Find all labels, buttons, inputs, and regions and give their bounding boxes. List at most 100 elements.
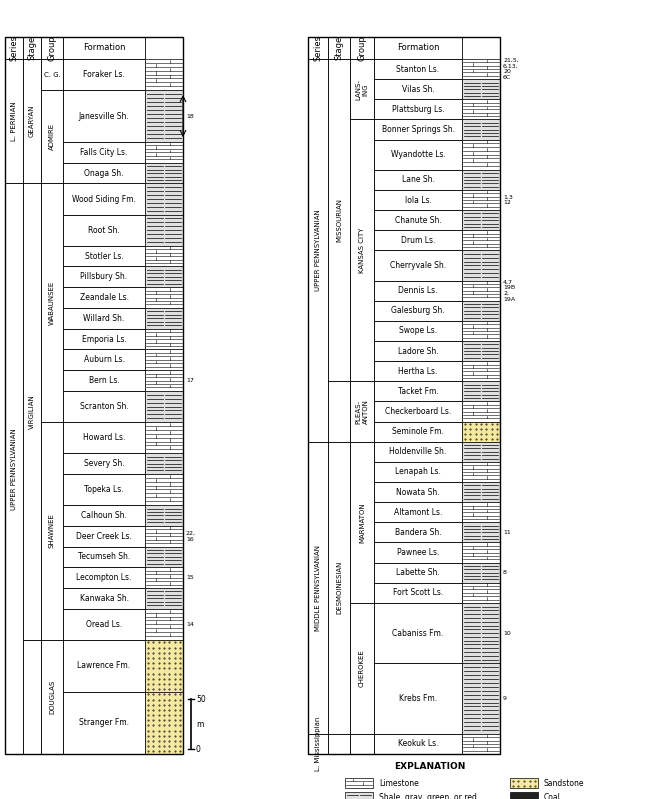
Bar — [308, 442, 328, 733]
Text: Calhoun Sh.: Calhoun Sh. — [81, 511, 127, 520]
Text: Lane Sh.: Lane Sh. — [402, 175, 434, 185]
Bar — [462, 79, 500, 99]
Text: Checkerboard Ls.: Checkerboard Ls. — [385, 407, 451, 416]
Bar — [63, 588, 145, 609]
Text: Limestone: Limestone — [379, 778, 419, 788]
Bar — [462, 582, 500, 603]
Bar — [462, 59, 500, 79]
Bar — [328, 37, 350, 59]
Text: Nowata Sh.: Nowata Sh. — [396, 487, 440, 497]
Text: Emporia Ls.: Emporia Ls. — [81, 335, 127, 344]
Bar — [145, 90, 183, 142]
Text: Formation: Formation — [396, 43, 439, 53]
Bar — [63, 246, 145, 266]
Text: Tacket Fm.: Tacket Fm. — [398, 387, 438, 396]
Text: VIRGILIAN: VIRGILIAN — [29, 395, 35, 429]
Bar — [145, 453, 183, 474]
Bar — [374, 442, 462, 462]
Bar — [345, 792, 373, 799]
Bar — [145, 422, 183, 453]
Bar — [462, 733, 500, 754]
Bar — [374, 401, 462, 422]
Bar — [462, 170, 500, 190]
Text: MIDDLE PENNSYLVANIAN: MIDDLE PENNSYLVANIAN — [315, 545, 321, 630]
Bar — [63, 266, 145, 287]
Bar — [5, 184, 23, 754]
Text: Deer Creek Ls.: Deer Creek Ls. — [76, 531, 132, 541]
Bar — [41, 640, 63, 754]
Bar — [63, 287, 145, 308]
Text: Lecompton Ls.: Lecompton Ls. — [76, 573, 132, 582]
Text: EXPLANATION: EXPLANATION — [395, 762, 465, 771]
Bar — [145, 567, 183, 588]
Text: Ladore Sh.: Ladore Sh. — [398, 347, 438, 356]
Text: Seminole Fm.: Seminole Fm. — [392, 427, 444, 436]
Text: Willard Sh.: Willard Sh. — [83, 314, 125, 323]
Text: Fort Scott Ls.: Fort Scott Ls. — [393, 588, 443, 598]
Bar — [374, 603, 462, 663]
Bar — [462, 503, 500, 523]
Bar — [350, 442, 374, 603]
Text: L. Mississippian: L. Mississippian — [315, 717, 321, 771]
Bar — [63, 526, 145, 547]
Text: Formation: Formation — [83, 43, 125, 53]
Bar — [350, 37, 374, 59]
Bar — [145, 526, 183, 547]
Bar — [374, 99, 462, 119]
Text: SHAWNEE: SHAWNEE — [49, 514, 55, 548]
Text: 9: 9 — [503, 696, 507, 701]
Bar — [63, 308, 145, 328]
Bar — [41, 422, 63, 640]
Bar — [145, 505, 183, 526]
Text: MISSOURIAN: MISSOURIAN — [336, 198, 342, 242]
Bar — [374, 462, 462, 482]
Text: GEARYAN: GEARYAN — [29, 105, 35, 137]
Text: Topeka Ls.: Topeka Ls. — [84, 485, 124, 494]
Text: CHEROKEE: CHEROKEE — [359, 650, 365, 687]
Bar — [462, 663, 500, 733]
Bar — [462, 543, 500, 562]
Bar — [374, 190, 462, 210]
Text: DOUGLAS: DOUGLAS — [49, 680, 55, 714]
Text: Tecumseh Sh.: Tecumseh Sh. — [78, 552, 130, 562]
Bar — [462, 300, 500, 321]
Text: Labette Sh.: Labette Sh. — [396, 568, 440, 577]
Text: 14: 14 — [186, 622, 194, 627]
Text: Plattsburg Ls.: Plattsburg Ls. — [392, 105, 445, 114]
Bar — [145, 474, 183, 505]
Bar — [63, 547, 145, 567]
Bar — [63, 567, 145, 588]
Text: Lawrence Fm.: Lawrence Fm. — [77, 662, 131, 670]
Text: Vilas Sh.: Vilas Sh. — [402, 85, 434, 93]
Bar — [145, 391, 183, 422]
Bar — [374, 341, 462, 361]
Bar — [462, 280, 500, 300]
Text: 11: 11 — [503, 530, 511, 535]
Bar — [374, 381, 462, 401]
Bar — [23, 640, 41, 754]
Text: Bandera Sh.: Bandera Sh. — [395, 528, 441, 537]
Text: Pawnee Ls.: Pawnee Ls. — [396, 548, 439, 557]
Text: Iola Ls.: Iola Ls. — [404, 196, 432, 205]
Bar — [145, 59, 183, 90]
Bar — [41, 90, 63, 184]
Text: Janesville Sh.: Janesville Sh. — [79, 112, 129, 121]
Text: 10: 10 — [503, 630, 511, 636]
Bar — [374, 582, 462, 603]
Text: 15: 15 — [186, 575, 194, 580]
Bar — [462, 462, 500, 482]
Bar — [145, 692, 183, 754]
Bar — [145, 308, 183, 328]
Text: 50: 50 — [196, 694, 206, 703]
Bar — [63, 59, 145, 90]
Text: Galesburg Sh.: Galesburg Sh. — [391, 306, 445, 316]
Bar — [308, 37, 500, 754]
Bar — [145, 266, 183, 287]
Text: Severy Sh.: Severy Sh. — [84, 459, 124, 468]
Bar — [145, 588, 183, 609]
Text: WABAUNSEE: WABAUNSEE — [49, 280, 55, 325]
Bar — [23, 184, 41, 640]
Text: Series: Series — [313, 35, 322, 61]
Bar — [145, 328, 183, 349]
Bar — [374, 210, 462, 230]
